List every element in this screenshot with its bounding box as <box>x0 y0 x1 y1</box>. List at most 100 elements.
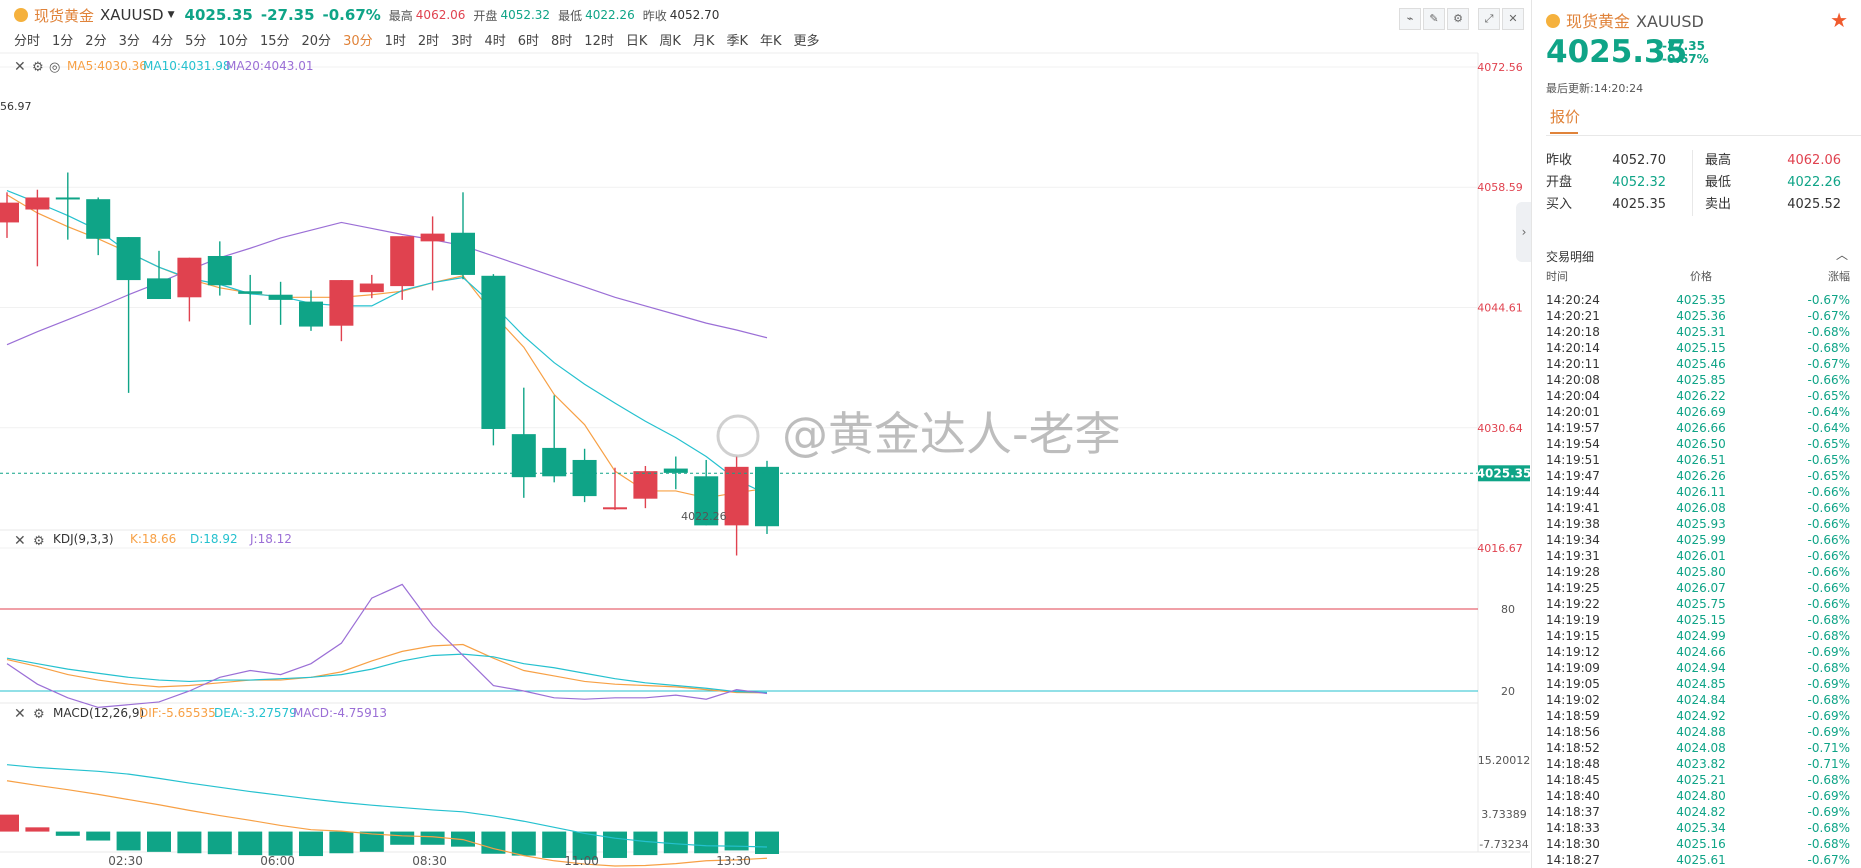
candle-body <box>542 447 567 477</box>
trade-row: 14:19:57 4026.66 -0.64% <box>1546 420 1850 436</box>
macd-histogram-bar <box>511 831 536 856</box>
trade-price: 4025.35 <box>1676 293 1726 307</box>
expand-icon[interactable]: ⤢ <box>1478 8 1500 30</box>
period-tab[interactable]: 5分 <box>185 34 207 49</box>
trade-row: 14:20:01 4026.69 -0.64% <box>1546 404 1850 420</box>
chevron-up-icon[interactable]: ︿ <box>1835 248 1848 262</box>
period-tab[interactable]: 2分 <box>85 34 107 49</box>
settings-icon[interactable]: ⚙ <box>33 707 45 722</box>
candle-body <box>207 255 232 286</box>
candle-body <box>299 301 323 327</box>
period-tab[interactable]: 3分 <box>118 34 140 49</box>
trade-price: 4026.07 <box>1676 581 1726 595</box>
close-icon[interactable]: ✕ <box>14 706 26 722</box>
period-tab[interactable]: 8时 <box>551 34 573 49</box>
period-tab[interactable]: 3时 <box>451 34 473 49</box>
trade-change: -0.66% <box>1807 533 1850 547</box>
trade-change: -0.67% <box>1807 293 1850 307</box>
open-value: 4052.32 <box>500 8 551 22</box>
period-tab[interactable]: 30分 <box>343 34 373 49</box>
trade-change: -0.68% <box>1807 693 1850 707</box>
high-value: 4062.06 <box>415 8 466 22</box>
period-tab[interactable]: 季K <box>726 34 748 49</box>
period-tab[interactable]: 1时 <box>384 34 406 49</box>
period-tab[interactable]: 年K <box>759 34 782 49</box>
trade-time: 14:20:18 <box>1546 325 1600 339</box>
macd-histogram-bar <box>359 831 384 852</box>
gold-coin-icon <box>1546 14 1560 28</box>
trades-head-price: 价格 <box>1690 270 1712 283</box>
instrument-name: 现货黄金 <box>34 6 95 25</box>
trade-row: 14:18:30 4025.16 -0.68% <box>1546 836 1850 852</box>
trade-row: 14:19:51 4026.51 -0.65% <box>1546 452 1850 468</box>
quote-table: 昨收 4052.70 最高 4062.06 开盘 4052.32 最低 4022.26 买入 40… <box>1546 150 1852 216</box>
period-tab[interactable]: 4时 <box>484 34 506 49</box>
kdj-title: KDJ(9,3,3) <box>53 532 114 546</box>
period-tab[interactable]: 分时 <box>14 34 41 49</box>
macd-histogram-bar <box>268 831 293 856</box>
period-tab[interactable]: 1分 <box>52 34 74 49</box>
settings-icon[interactable]: ⚙ <box>33 534 45 549</box>
quote-value: 4062.06 <box>1787 153 1841 168</box>
period-tab[interactable]: 2时 <box>417 34 440 49</box>
close-icon[interactable]: ✕ <box>14 533 26 549</box>
trade-change: -0.67% <box>1807 357 1850 371</box>
macd_dif-line <box>6 780 768 867</box>
trade-row: 14:18:52 4024.08 -0.71% <box>1546 740 1850 756</box>
chevron-down-icon[interactable]: ▼ <box>167 10 175 20</box>
divider <box>1666 150 1693 172</box>
trade-time: 14:20:11 <box>1546 357 1600 371</box>
kdj_d-line <box>6 653 768 694</box>
period-tab[interactable]: 日K <box>625 34 648 49</box>
macd_dea-line <box>6 764 768 848</box>
panel-collapse-button[interactable]: › <box>1516 202 1532 262</box>
period-tab[interactable]: 更多 <box>793 34 820 49</box>
trade-row: 14:18:27 4025.61 -0.67% <box>1546 852 1850 868</box>
period-tab[interactable]: 20分 <box>301 34 332 49</box>
draw-tool-icon[interactable]: ✎ <box>1423 8 1445 30</box>
open-label: 开盘 <box>473 8 498 23</box>
period-tab[interactable]: 月K <box>692 34 715 49</box>
favorite-star-icon[interactable]: ★ <box>1830 8 1848 32</box>
settings-tool-icon[interactable]: ⚙ <box>1447 8 1469 30</box>
trade-change: -0.66% <box>1807 517 1850 531</box>
kdj_k-line <box>6 643 768 694</box>
trade-time: 14:19:22 <box>1546 597 1600 611</box>
quote-value: 4022.26 <box>1787 175 1841 190</box>
panel-title: 现货黄金 XAUUSD <box>1546 8 1704 32</box>
macd-histogram-bar <box>542 831 567 858</box>
settings-icon[interactable]: ⚙ <box>32 60 44 75</box>
visibility-icon[interactable]: ◎ <box>49 60 60 75</box>
price-chart[interactable]: 80 20 15.20012 3.73389 -7.73234 4072.56 4058… <box>0 0 1530 868</box>
close-icon[interactable]: ✕ <box>1502 8 1524 30</box>
trade-row: 14:19:15 4024.99 -0.68% <box>1546 628 1850 644</box>
close-icon[interactable]: ✕ <box>14 59 26 75</box>
period-tab[interactable]: 10分 <box>218 34 248 49</box>
instrument-symbol[interactable]: XAUUSD <box>100 6 164 24</box>
candle-body <box>116 237 141 281</box>
low-marker-label: 4022.26 <box>681 510 727 523</box>
high-marker-label: 56.97 <box>0 100 32 113</box>
panel-symbol: XAUUSD <box>1636 12 1704 31</box>
trade-row: 14:19:47 4026.26 -0.65% <box>1546 468 1850 484</box>
macd-dea-legend: DEA:-3.27579 <box>214 706 297 720</box>
candle-body <box>694 476 719 526</box>
quote-label: 开盘 <box>1546 175 1573 190</box>
trade-price: 4026.66 <box>1676 421 1726 435</box>
trade-row: 14:19:05 4024.85 -0.69% <box>1546 676 1850 692</box>
ma10-legend: MA10:4031.98 <box>143 59 231 73</box>
period-tab[interactable]: 15分 <box>259 34 290 49</box>
period-tab[interactable]: 周K <box>659 34 681 49</box>
indicator-tool-icon[interactable]: ⌁ <box>1399 8 1421 30</box>
macd-histogram-bar <box>0 814 19 832</box>
candle-body <box>481 275 506 429</box>
kdj-k-legend: K:18.66 <box>130 532 176 546</box>
period-tab[interactable]: 12时 <box>584 34 614 49</box>
trade-time: 14:20:08 <box>1546 373 1600 387</box>
tab-quote[interactable]: 报价 <box>1550 108 1581 126</box>
macd-histogram-bar <box>329 831 354 854</box>
trade-row: 14:18:48 4023.82 -0.71% <box>1546 756 1850 772</box>
period-tab[interactable]: 6时 <box>517 34 540 49</box>
trade-price: 4026.51 <box>1676 453 1726 467</box>
period-tab[interactable]: 4分 <box>151 34 174 49</box>
